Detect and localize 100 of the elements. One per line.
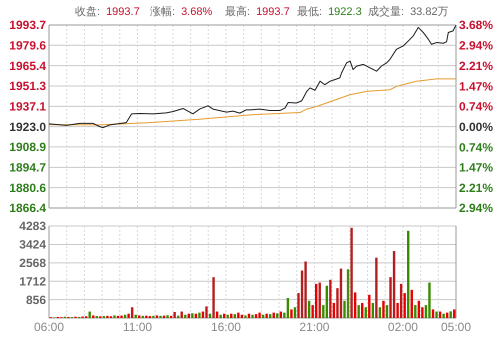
bar [326, 286, 328, 318]
bar [130, 307, 134, 318]
text: 最高: 1993.7 [225, 5, 290, 18]
y2-tick-label: 2.21% [459, 58, 494, 73]
bar [318, 282, 321, 318]
bar [216, 312, 218, 318]
y2-tick-label: 3.68% [459, 18, 494, 32]
bar [378, 307, 382, 318]
y2-tick-label: 2.94% [459, 38, 494, 53]
bar [138, 315, 140, 318]
bar [212, 277, 215, 318]
x-tick-label: 06:00 [34, 320, 64, 334]
bar [368, 294, 370, 318]
bar [290, 309, 293, 318]
bar [396, 302, 399, 318]
bar [304, 262, 307, 318]
bar [407, 230, 410, 318]
bar [226, 314, 229, 318]
text: 最低: 1922.3 [297, 6, 362, 18]
bar [124, 314, 126, 318]
bar [265, 314, 268, 318]
bar [329, 280, 332, 318]
bar [244, 315, 247, 318]
bar [286, 298, 290, 318]
bar [346, 269, 350, 318]
bar [88, 312, 91, 318]
bar [134, 314, 137, 318]
y2-tick-label: 0.74% [459, 140, 494, 154]
bar [308, 300, 310, 318]
y-tick-label: 856 [26, 292, 46, 307]
bar [219, 314, 222, 318]
x-tick-label: 05:00 [440, 320, 472, 334]
bar [392, 250, 396, 318]
bar [180, 312, 183, 318]
bar [258, 312, 261, 318]
y-tick-label: 1894.7 [9, 160, 46, 175]
bar [354, 292, 356, 318]
bar [166, 315, 169, 318]
bar [364, 307, 367, 318]
bar [453, 309, 456, 318]
x-tick-label: 02:00 [388, 320, 418, 334]
bar [272, 312, 275, 318]
bar [173, 312, 176, 318]
bar [336, 288, 339, 318]
bar [449, 311, 452, 318]
text: 收盘: 1993.7 [75, 6, 140, 18]
y-tick-label: 1880.6 [9, 180, 46, 195]
bar [403, 293, 406, 318]
x-tick-label: 16:00 [210, 320, 242, 334]
bar [156, 315, 158, 318]
bar [237, 312, 240, 318]
y-tick-label: 1965.4 [9, 58, 46, 73]
bar [438, 312, 442, 318]
bar [198, 312, 201, 318]
y2-tick-label: 2.94% [459, 201, 494, 216]
y2-tick-label: 0.00% [459, 120, 494, 134]
text: 成交量: 33.82万 [368, 5, 449, 18]
bar [92, 315, 94, 318]
y2-tick-label: 1.47% [459, 160, 494, 175]
bar [446, 312, 448, 318]
bar [262, 314, 264, 318]
y-tick-label: 1979.6 [9, 38, 46, 52]
bar [410, 290, 413, 318]
y-tick-label: 1993.7 [9, 18, 46, 32]
bar [222, 314, 226, 318]
bar [332, 302, 336, 318]
bar [240, 314, 244, 318]
bar [315, 284, 318, 318]
bar [184, 314, 186, 318]
bar [350, 228, 353, 318]
bar [418, 300, 420, 318]
bar [188, 314, 190, 318]
y-tick-label: 1923.0 [9, 120, 46, 134]
y-tick-label: 1908.9 [9, 140, 46, 154]
y-tick-label: 1937.1 [9, 100, 46, 114]
y-tick-label: 1712 [19, 274, 46, 288]
x-tick-label: 11:00 [122, 320, 152, 334]
bar [127, 314, 130, 318]
bar [442, 314, 445, 318]
bar [361, 302, 364, 318]
bar [268, 314, 272, 318]
y-tick-label: 1866.4 [9, 201, 46, 216]
bar [414, 305, 416, 318]
bar [194, 314, 198, 318]
bar [372, 302, 374, 318]
bar [375, 258, 378, 318]
bar [276, 313, 278, 318]
y2-tick-label: 2.21% [459, 181, 494, 196]
text: 涨幅: 3.68% [150, 6, 212, 18]
y2-tick-label: 0.74% [459, 99, 494, 114]
bar [400, 284, 402, 318]
bar [234, 314, 236, 318]
bar [230, 314, 232, 318]
y-tick-label: 2568 [19, 256, 46, 270]
bar [280, 312, 282, 318]
bar [357, 305, 360, 318]
bar [191, 313, 194, 318]
y-tick-label: 4283 [19, 219, 46, 234]
bar [382, 300, 385, 318]
y-tick-label: 3424 [19, 238, 46, 252]
